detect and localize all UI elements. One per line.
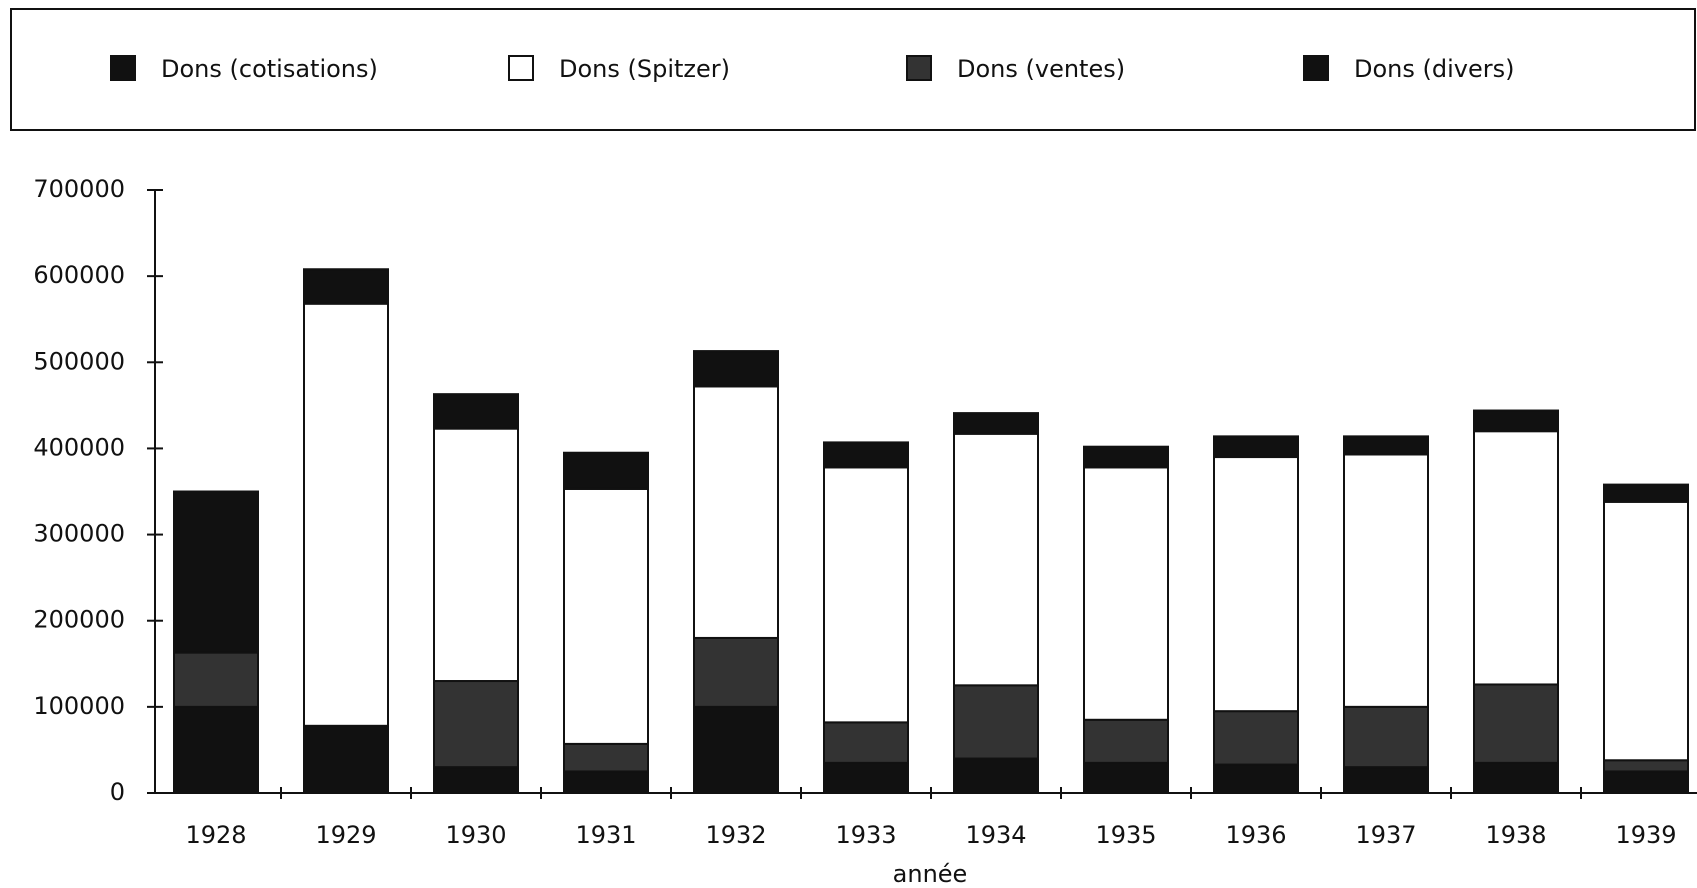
y-tick-label: 500000 (33, 347, 125, 375)
x-tick-label: 1931 (575, 821, 636, 849)
bar-segment (563, 487, 649, 745)
legend-swatch (110, 55, 136, 81)
bar-segment (693, 636, 779, 708)
bar-segment (693, 385, 779, 639)
x-tick-label: 1937 (1355, 821, 1416, 849)
x-tick-label: 1938 (1485, 821, 1546, 849)
bar-segment (1213, 763, 1299, 795)
legend-label: Dons (cotisations) (161, 55, 378, 83)
bar-segment (433, 680, 519, 769)
x-tick-label: 1939 (1615, 821, 1676, 849)
bar-segment (1083, 445, 1169, 469)
bar-segment (693, 705, 779, 794)
bar-segment (823, 721, 909, 764)
legend-swatch (508, 55, 534, 81)
bar-segment (1473, 409, 1559, 433)
bar-segment (303, 302, 389, 727)
legend-box (10, 8, 1696, 131)
bar-segment (953, 684, 1039, 760)
bar-segment (433, 766, 519, 795)
legend-label: Dons (divers) (1354, 55, 1514, 83)
bar-segment (173, 651, 259, 708)
bar-segment (953, 412, 1039, 435)
bar-segment (1083, 718, 1169, 764)
legend-label: Dons (ventes) (957, 55, 1125, 83)
x-tick-label: 1929 (315, 821, 376, 849)
y-tick-label: 100000 (33, 692, 125, 720)
bar-segment (953, 757, 1039, 794)
y-tick-label: 200000 (33, 606, 125, 634)
bar-segment (953, 432, 1039, 687)
legend-swatch (1303, 55, 1329, 81)
bar-segment (1473, 761, 1559, 794)
bar-segment (173, 490, 259, 654)
bar-segment (1083, 466, 1169, 721)
y-tick-label: 400000 (33, 433, 125, 461)
legend-swatch (906, 55, 932, 81)
bar-segment (563, 742, 649, 773)
x-tick-label: 1936 (1225, 821, 1286, 849)
x-tick-label: 1933 (835, 821, 896, 849)
x-tick-label: 1934 (965, 821, 1026, 849)
bar-segment (823, 761, 909, 794)
bar-segment (1473, 683, 1559, 764)
bar-segment (563, 451, 649, 490)
bar-segment (1343, 705, 1429, 769)
bar-segment (303, 724, 389, 795)
bar-segment (173, 705, 259, 794)
bar-segment (433, 393, 519, 430)
bar-segment (433, 427, 519, 683)
y-tick-label: 600000 (33, 261, 125, 289)
y-tick-label: 300000 (33, 520, 125, 548)
bar-segment (1083, 761, 1169, 794)
bar-segment (1343, 766, 1429, 795)
bar-segment (303, 268, 389, 305)
bar-segment (1213, 710, 1299, 766)
bar-segment (1343, 435, 1429, 456)
legend-label: Dons (Spitzer) (559, 55, 730, 83)
bar-segment (693, 350, 779, 388)
bar-segment (1213, 435, 1299, 459)
bar-segment (1473, 430, 1559, 686)
x-tick-label: 1928 (185, 821, 246, 849)
bar-segment (1603, 770, 1689, 795)
bar-segment (823, 441, 909, 469)
x-tick-label: 1935 (1095, 821, 1156, 849)
x-tick-label: 1930 (445, 821, 506, 849)
bar-segment (563, 770, 649, 795)
y-tick-label: 700000 (33, 175, 125, 203)
bar-segment (1343, 453, 1429, 708)
bar-segment (1603, 759, 1689, 773)
x-tick-label: 1932 (705, 821, 766, 849)
bar-segment (1213, 456, 1299, 713)
y-tick-label: 0 (110, 778, 125, 806)
bar-segment (1603, 500, 1689, 762)
bar-segment (1603, 483, 1689, 503)
x-axis-label: année (893, 860, 968, 888)
bar-segment (823, 466, 909, 724)
